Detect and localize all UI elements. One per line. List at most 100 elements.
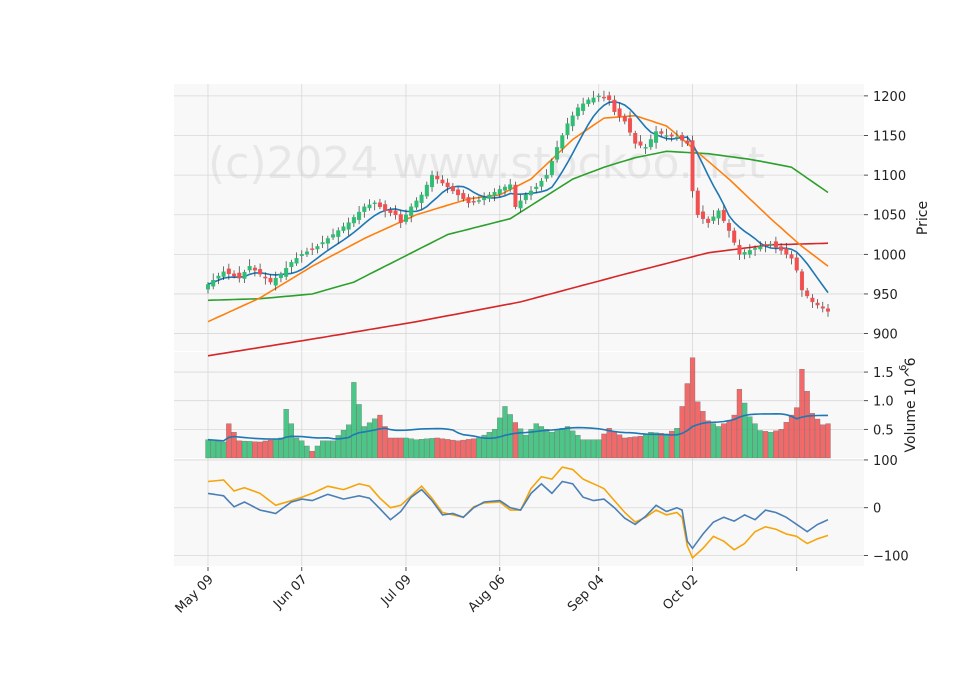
candle-body bbox=[674, 136, 679, 139]
x-tick-label: Jul 09 bbox=[378, 572, 415, 609]
candle-body bbox=[518, 200, 523, 209]
candle-body bbox=[440, 179, 445, 184]
volume-bar bbox=[794, 407, 800, 459]
volume-bar bbox=[788, 414, 795, 459]
volume-tick-label: 0.5 bbox=[873, 423, 894, 438]
volume-bar bbox=[335, 435, 341, 459]
price-tick-label: 1150 bbox=[873, 129, 906, 144]
candle-body bbox=[560, 135, 565, 149]
candle-body bbox=[565, 123, 570, 135]
candle-body bbox=[372, 202, 377, 205]
candle-body bbox=[247, 266, 252, 271]
volume-bar bbox=[382, 426, 388, 459]
volume-bar bbox=[283, 409, 289, 459]
candle-body bbox=[310, 248, 315, 250]
candle-body bbox=[435, 175, 440, 180]
candle-body bbox=[456, 189, 461, 196]
volume-bar bbox=[575, 435, 581, 459]
volume-bar bbox=[408, 438, 414, 459]
volume-bar bbox=[518, 428, 524, 459]
volume-average-line bbox=[207, 412, 828, 442]
volume-bar bbox=[549, 432, 555, 459]
volume-bar bbox=[637, 436, 644, 459]
volume-bar bbox=[507, 414, 513, 459]
volume-bar bbox=[387, 437, 393, 459]
candle-body bbox=[763, 244, 768, 246]
candle-body bbox=[393, 210, 398, 215]
candle-body bbox=[815, 302, 820, 306]
candle-body bbox=[695, 190, 700, 215]
volume-bar bbox=[351, 382, 357, 459]
candle-body bbox=[638, 141, 643, 146]
volume-axis-label: Volume 10^6 bbox=[903, 357, 919, 452]
candle-body bbox=[461, 193, 466, 200]
candle-body bbox=[820, 306, 825, 309]
volume-bar bbox=[643, 434, 649, 459]
volume-bar bbox=[674, 428, 680, 459]
volume-bar bbox=[533, 423, 539, 459]
volume-bar bbox=[611, 431, 617, 459]
series-lines bbox=[207, 100, 829, 560]
candle-body bbox=[779, 246, 784, 251]
volume-bar bbox=[215, 441, 222, 459]
price-tick-label: 1100 bbox=[873, 169, 906, 184]
volume-bar bbox=[554, 430, 560, 459]
volume-bar bbox=[596, 439, 602, 459]
candlesticks bbox=[205, 90, 831, 317]
candle-body bbox=[622, 116, 627, 122]
ma-200-line bbox=[207, 242, 829, 357]
volume-bar bbox=[799, 369, 805, 459]
volume-bar bbox=[616, 434, 623, 459]
volume-bar bbox=[486, 432, 492, 459]
candle-body bbox=[362, 206, 367, 212]
candle-body bbox=[659, 131, 664, 134]
candle-body bbox=[398, 214, 403, 223]
candle-body bbox=[445, 182, 450, 188]
price-tick-label: 950 bbox=[873, 288, 898, 303]
volume-bar bbox=[325, 440, 331, 459]
candle-body bbox=[617, 108, 622, 117]
volume-bar bbox=[450, 439, 456, 459]
volume-bar bbox=[502, 406, 508, 459]
volume-bar bbox=[445, 439, 451, 459]
volume-tick-label: 1.5 bbox=[873, 366, 894, 381]
candle-body bbox=[570, 115, 575, 127]
ma-long-line bbox=[207, 150, 829, 302]
volume-bar bbox=[392, 437, 399, 459]
candle-body bbox=[419, 194, 424, 203]
volume-bar bbox=[471, 438, 477, 459]
volume-bar bbox=[288, 423, 294, 459]
candle-body bbox=[320, 242, 325, 245]
candle-body bbox=[612, 99, 617, 112]
volume-bar bbox=[491, 429, 498, 459]
volume-bar bbox=[403, 437, 409, 459]
volume-bar bbox=[768, 432, 774, 459]
volume-bar bbox=[689, 357, 696, 459]
volume-bar bbox=[226, 423, 232, 459]
volume-bar bbox=[455, 440, 461, 459]
price-tick-label: 1200 bbox=[873, 90, 906, 105]
candle-body bbox=[471, 201, 476, 203]
candle-body bbox=[331, 234, 336, 238]
volume-bar bbox=[669, 430, 675, 459]
candle-body bbox=[409, 206, 414, 216]
volume-bar bbox=[700, 411, 706, 459]
candle-body bbox=[685, 140, 690, 144]
candle-body bbox=[216, 275, 221, 279]
volume-bar bbox=[747, 416, 753, 459]
candle-body bbox=[706, 218, 711, 223]
volume-bar bbox=[257, 441, 263, 459]
volume-bar bbox=[398, 437, 404, 459]
candle-body bbox=[466, 197, 471, 204]
volume-bar bbox=[814, 418, 821, 459]
candle-body bbox=[529, 190, 534, 196]
volume-bar bbox=[742, 402, 748, 459]
volume-bar bbox=[476, 437, 482, 459]
volume-bar bbox=[580, 439, 586, 459]
volume-bar bbox=[236, 440, 242, 459]
volume-bar bbox=[715, 426, 722, 459]
volume-bar bbox=[731, 414, 737, 459]
volume-bar bbox=[773, 430, 779, 459]
candle-body bbox=[794, 257, 799, 271]
candle-body bbox=[549, 161, 554, 176]
